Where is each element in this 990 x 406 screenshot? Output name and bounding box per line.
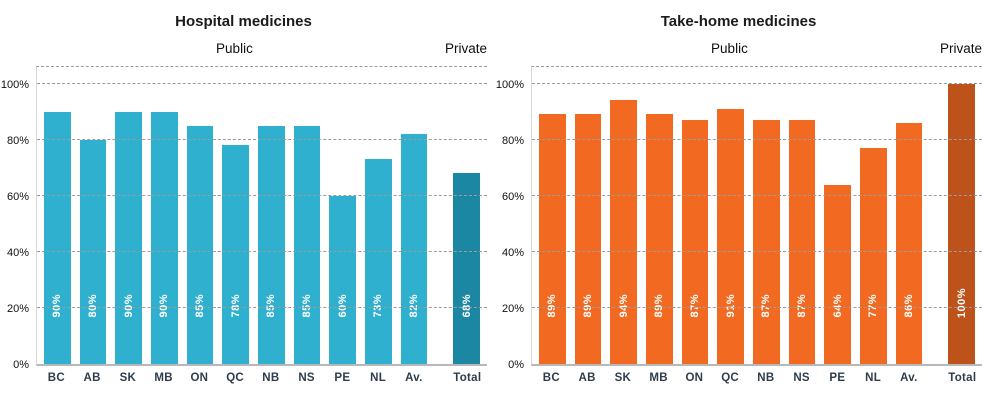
gridline xyxy=(532,195,982,196)
chart-take-home-medicines: Take-home medicines Public Private 0% 20%… xyxy=(495,10,982,406)
gridline xyxy=(37,251,487,252)
gridline xyxy=(37,307,487,308)
y-tick-label: 40% xyxy=(501,247,524,259)
x-category-label: QC xyxy=(226,372,245,384)
bars: 89% 89% 94% 89% 87% 91% 87% 87% 64% 77% 86% 100% xyxy=(539,67,976,364)
x-category-label: SK xyxy=(119,372,137,384)
bar-qc: 78% xyxy=(222,145,250,364)
bar-total: 68% xyxy=(453,173,481,364)
x-category-label: Total xyxy=(453,372,482,384)
y-tick-label: 60% xyxy=(501,191,524,203)
bar-sk: 90% xyxy=(115,112,143,364)
x-category-label: ON xyxy=(190,372,209,384)
gridline xyxy=(532,251,982,252)
x-category-label: NS xyxy=(298,372,315,384)
plot-column: 89% 89% 94% 89% 87% 91% 87% 87% 64% 77% 86% 100% BC… xyxy=(531,66,982,384)
bar-nl: 73% xyxy=(365,159,392,364)
bar-ab: 89% xyxy=(574,114,602,364)
bar-nb: 87% xyxy=(753,120,780,364)
x-category-label: NB xyxy=(757,372,775,384)
bar-mb: 90% xyxy=(151,112,178,364)
bar-av: 86% xyxy=(895,123,923,364)
bar-av: 82% xyxy=(400,134,428,364)
chart-hospital-medicines: Hospital medicines Public Private 0% 20% 4… xyxy=(0,10,487,406)
gridline xyxy=(532,307,982,308)
gridline xyxy=(532,83,982,84)
x-labels: BC AB SK MB ON QC NB NS PE NL Av. Total xyxy=(531,366,982,384)
bar-bc: 90% xyxy=(44,112,71,364)
chart-body: 0% 20% 40% 60% 80% 100% 89% 89% 94% 89% 87% 91% 87%… xyxy=(495,66,982,384)
y-tick-label: 0% xyxy=(508,359,524,371)
y-axis: 0% 20% 40% 60% 80% 100% xyxy=(0,66,36,371)
private-group-label: Private xyxy=(939,41,982,56)
y-tick-label: 80% xyxy=(6,135,29,147)
y-tick-label: 100% xyxy=(0,79,29,91)
bar-sk: 94% xyxy=(610,100,638,364)
bar-value-label: 100% xyxy=(955,287,968,318)
bar-qc: 91% xyxy=(717,109,745,364)
bar-ab: 80% xyxy=(79,140,107,364)
group-labels-row: Public Private xyxy=(531,40,982,66)
bar-bc: 89% xyxy=(539,114,566,364)
x-category-label: PE xyxy=(829,372,846,384)
y-tick-label: 20% xyxy=(6,303,29,315)
gridline xyxy=(532,139,982,140)
x-category-label: AB xyxy=(578,372,596,384)
gridline xyxy=(37,195,487,196)
plot-area: 90% 80% 90% 90% 85% 78% 85% 85% 60% 73% 82% 68% xyxy=(36,66,487,366)
x-category-label: Av. xyxy=(405,372,423,384)
x-category-label: MB xyxy=(154,372,173,384)
bar-ns: 87% xyxy=(788,120,816,364)
bar-mb: 89% xyxy=(646,114,673,364)
group-labels-row: Public Private xyxy=(36,40,487,66)
public-group-label: Public xyxy=(216,41,253,56)
x-category-label: AB xyxy=(83,372,101,384)
bar-on: 87% xyxy=(681,120,709,364)
x-category-label: BC xyxy=(542,372,560,384)
x-category-label: Av. xyxy=(900,372,918,384)
x-category-label: SK xyxy=(614,372,632,384)
y-tick-label: 100% xyxy=(495,79,524,91)
y-tick-label: 40% xyxy=(6,247,29,259)
private-group-label: Private xyxy=(444,41,487,56)
bar-nl: 77% xyxy=(860,148,887,364)
x-category-label: NB xyxy=(262,372,280,384)
x-category-label: Total xyxy=(948,372,977,384)
bar-total: 100% xyxy=(948,84,976,364)
bar-pe: 60% xyxy=(329,196,357,364)
bar-ns: 85% xyxy=(293,126,321,364)
plot-area: 89% 89% 94% 89% 87% 91% 87% 87% 64% 77% 86% 100% xyxy=(531,66,982,366)
bar-on: 85% xyxy=(186,126,214,364)
x-category-label: BC xyxy=(47,372,65,384)
bar-pe: 64% xyxy=(824,185,852,364)
y-tick-label: 80% xyxy=(501,135,524,147)
y-tick-label: 60% xyxy=(6,191,29,203)
chart-title: Hospital medicines xyxy=(175,13,312,30)
x-category-label: ON xyxy=(685,372,704,384)
plot-column: 90% 80% 90% 90% 85% 78% 85% 85% 60% 73% 82% 68% BC A… xyxy=(36,66,487,384)
y-tick-label: 20% xyxy=(501,303,524,315)
y-axis: 0% 20% 40% 60% 80% 100% xyxy=(495,66,531,371)
gridline xyxy=(37,83,487,84)
x-category-label: PE xyxy=(334,372,351,384)
gridline xyxy=(37,139,487,140)
chart-body: 0% 20% 40% 60% 80% 100% 90% 80% 90% 90% 85% 78% 85%… xyxy=(0,66,487,384)
x-category-label: NL xyxy=(865,372,882,384)
bar-nb: 85% xyxy=(258,126,285,364)
x-category-label: MB xyxy=(649,372,668,384)
x-category-label: NS xyxy=(793,372,810,384)
x-category-label: NL xyxy=(370,372,387,384)
x-labels: BC AB SK MB ON QC NB NS PE NL Av. Total xyxy=(36,366,487,384)
y-tick-label: 0% xyxy=(13,359,29,371)
public-group-label: Public xyxy=(711,41,748,56)
chart-title: Take-home medicines xyxy=(660,13,817,30)
bars: 90% 80% 90% 90% 85% 78% 85% 85% 60% 73% 82% 68% xyxy=(44,67,481,364)
x-category-label: QC xyxy=(721,372,740,384)
